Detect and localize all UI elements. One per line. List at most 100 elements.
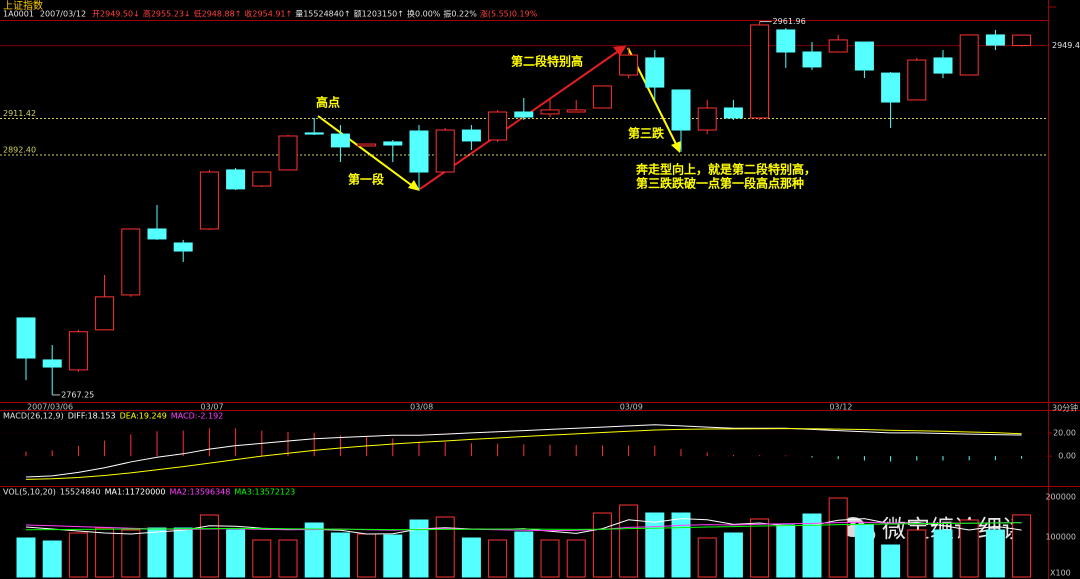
volume-bar [933, 529, 953, 578]
volume-bar [959, 519, 979, 578]
quote-item: 额1203150↑ [354, 9, 404, 19]
candle-body [933, 57, 953, 74]
candle-body [95, 296, 115, 331]
y-tick-label: 200000 [1045, 493, 1076, 502]
volume-bar [16, 537, 36, 578]
x-tick-label: 03/07 [201, 403, 224, 412]
volume-bar [566, 539, 586, 578]
candle-body [959, 34, 979, 76]
candle-body [645, 57, 665, 88]
candle-body [357, 143, 377, 147]
volume-bar [173, 527, 193, 578]
candle-body [488, 111, 508, 141]
volume-bar [383, 534, 403, 578]
y-tick-label: 20.00 [1053, 428, 1076, 437]
candle-body [566, 109, 586, 113]
x-tick-label: 03/12 [829, 403, 852, 412]
candle-body [304, 132, 324, 135]
volume-bar [881, 544, 901, 578]
volume-bar [540, 539, 560, 578]
high-label: 2961.96 [773, 17, 806, 26]
candle-body [907, 59, 927, 101]
quote-item: 2007/03/12 [40, 10, 86, 19]
macd-line [25, 428, 1022, 480]
legend-entry: DIFF:18.153 [68, 412, 116, 421]
volume-bar [42, 540, 62, 578]
volume-bar [1012, 514, 1032, 578]
volume-bar [776, 524, 796, 578]
candle-body [697, 107, 717, 131]
candle-body [278, 135, 298, 171]
candle-body [68, 331, 88, 371]
quote-item: 开2949.50↓ [92, 10, 140, 19]
volume-bar [461, 537, 481, 578]
volume-bar [750, 518, 770, 578]
quote-item: 涨(5.55)0.19% [480, 9, 538, 19]
volume-bar [330, 532, 350, 578]
index-title: 上证指数 [3, 0, 43, 12]
candle-body [540, 109, 560, 115]
volume-bar [304, 522, 324, 578]
level-label: 2892.40 [3, 145, 36, 154]
annotation: 第一段 [348, 172, 385, 187]
volume-bar [199, 514, 219, 578]
volume-bar [645, 512, 665, 578]
candle-body [42, 359, 62, 368]
panel-title: VOL(5,10,20) [3, 488, 56, 497]
candle-body [619, 54, 639, 76]
volume-bar [278, 539, 298, 578]
x-tick-label: 2007/03/06 [27, 403, 73, 412]
volume-bar [671, 512, 691, 578]
unit-label: X100 [1050, 569, 1071, 578]
volume-bar [697, 537, 717, 578]
y-tick-label: 0.00 [1058, 452, 1076, 461]
candle-body [383, 141, 403, 146]
volume-bar [802, 513, 822, 578]
quote-item: 量15524840↑ [295, 10, 350, 19]
candle-body [750, 24, 770, 119]
legend-entry: MA3:13572123 [234, 488, 295, 497]
candle-body [252, 171, 272, 187]
candle-body [435, 129, 455, 173]
volume-bar [907, 529, 927, 578]
legend-entry: MACD:-2.192 [171, 412, 223, 421]
volume-bar [854, 524, 874, 578]
candle-body [592, 85, 612, 109]
candle-body [121, 228, 141, 296]
x-tick-label: 03/09 [620, 403, 643, 412]
y-tick-label: 100000 [1045, 533, 1076, 542]
volume-bar [514, 531, 534, 578]
quote-item: 高2955.23↓ [143, 9, 191, 19]
candle-body [985, 34, 1005, 46]
candle-body [409, 130, 429, 173]
candle-body [854, 41, 874, 71]
x-tick-label: 03/08 [410, 403, 433, 412]
quote-item: 收2954.91↑ [244, 9, 292, 19]
quote-item: 振0.22% [443, 9, 477, 19]
low-label: 2767.25 [61, 390, 94, 399]
panel-title: 15524840 [60, 488, 101, 497]
candle-body [723, 107, 743, 119]
volume-bar [95, 527, 115, 578]
macd-line [25, 424, 1022, 478]
ma-line [25, 522, 1022, 531]
candle-body [461, 129, 481, 142]
volume-bar [619, 504, 639, 578]
candle-body [802, 51, 822, 68]
candle-body [671, 89, 691, 131]
candle-body [16, 317, 36, 359]
legend-entry: MA1:11720000 [105, 488, 166, 497]
volume-bar [435, 516, 455, 578]
panel-title: MACD(26,12,9) [3, 412, 64, 421]
quote-item: 换0.00% [407, 9, 441, 19]
candle-body [828, 39, 848, 53]
candle-body [1012, 34, 1032, 46]
volume-bar [68, 532, 88, 578]
period: 30分钟 [1052, 403, 1078, 413]
price-line-label: 2949.4 [1052, 41, 1080, 50]
volume-bar [252, 539, 272, 578]
volume-bar [488, 539, 508, 578]
volume-bar [147, 527, 167, 578]
